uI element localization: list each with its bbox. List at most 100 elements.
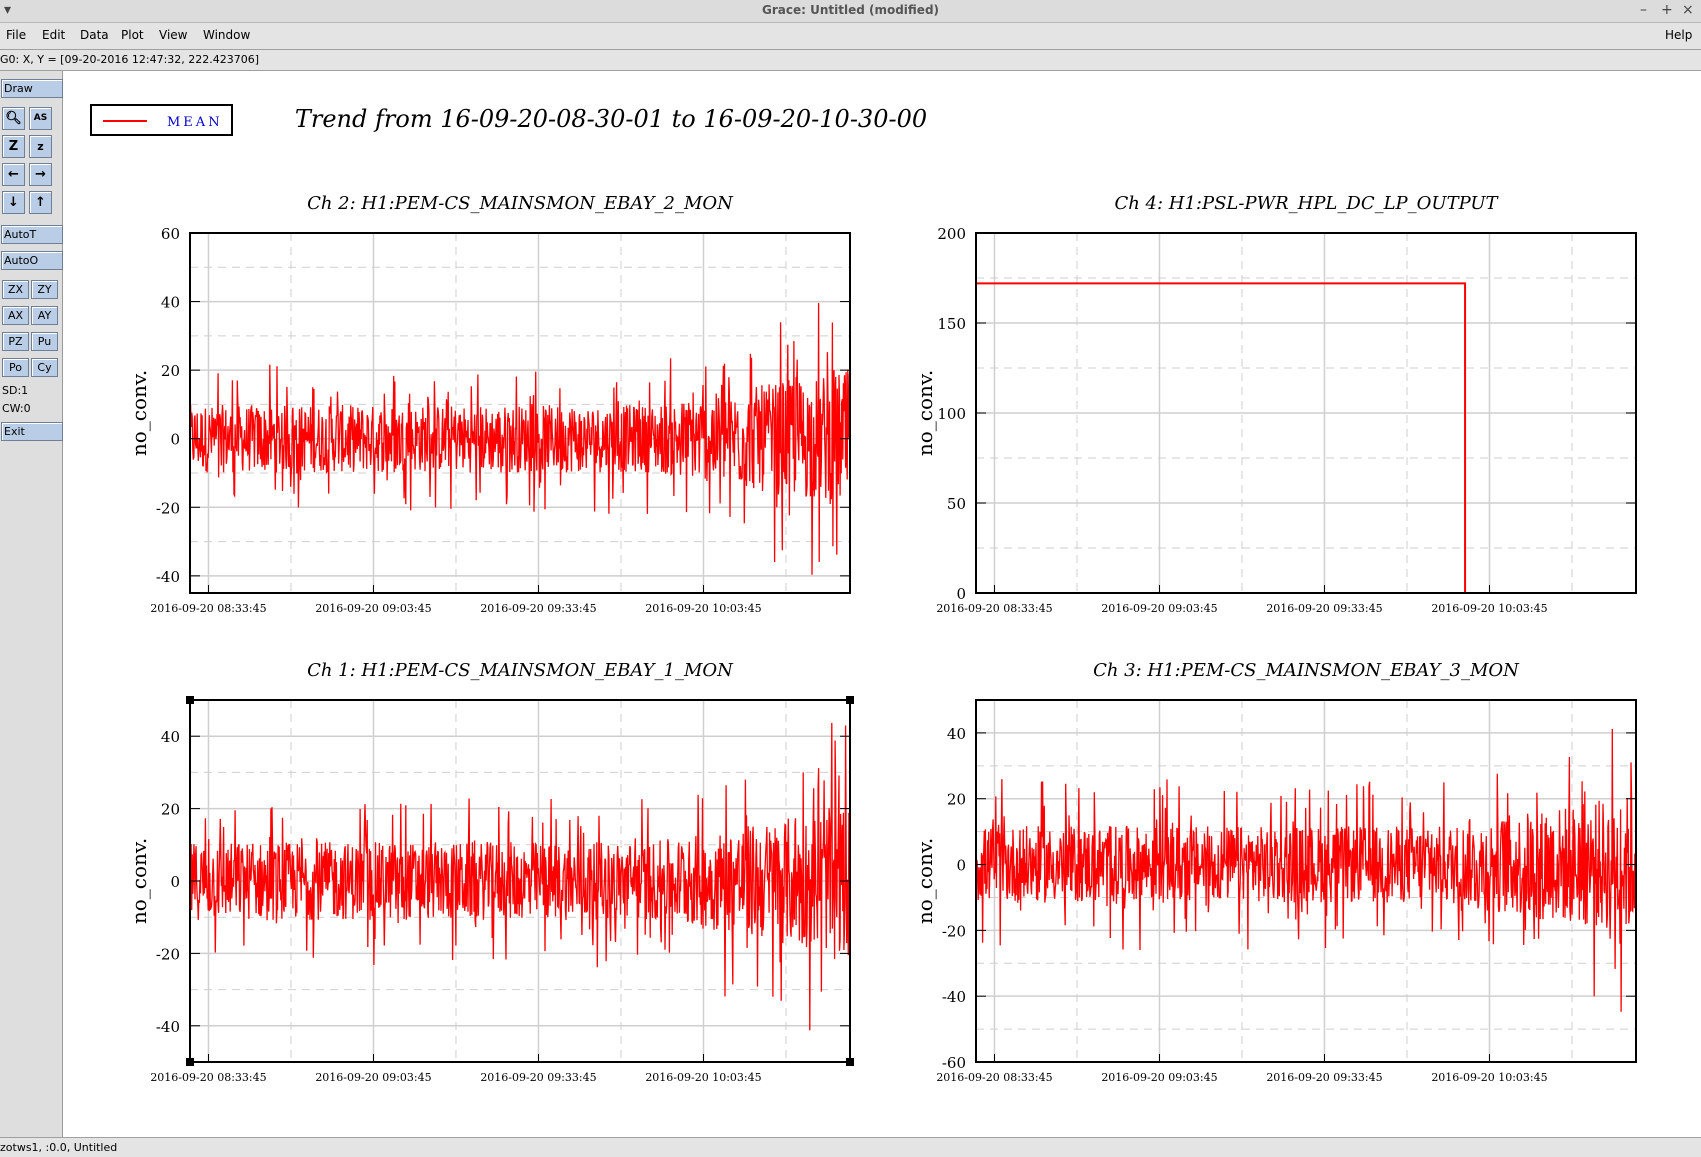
window-titlebar: ▾ Grace: Untitled (modified) – + × <box>0 0 1701 23</box>
status-bar: zotws1, :0.0, Untitled <box>0 1137 1701 1157</box>
y-axis-label: no_conv. <box>127 838 151 924</box>
y-tick-label: 100 <box>937 405 966 423</box>
y-tick-label: 0 <box>170 873 180 891</box>
x-tick-label: 2016-09-20 08:33:45 <box>936 602 1052 615</box>
chart-title: Ch 3: H1:PEM-CS_MAINSMON_EBAY_3_MON <box>1093 660 1520 681</box>
chart-title: Ch 4: H1:PSL-PWR_HPL_DC_LP_OUTPUT <box>1114 193 1499 214</box>
series-line-mean <box>975 728 1637 1012</box>
current-world-label: CW:0 <box>2 402 31 415</box>
x-tick-label: 2016-09-20 10:03:45 <box>645 602 761 615</box>
ax-button[interactable]: AX <box>2 306 29 325</box>
autoo-button[interactable]: AutoO <box>1 251 63 270</box>
menu-edit[interactable]: Edit <box>42 28 66 42</box>
y-tick-label: -60 <box>942 1054 966 1072</box>
y-tick-label: -40 <box>942 988 966 1006</box>
y-tick-label: 150 <box>937 315 966 333</box>
x-tick-label: 2016-09-20 09:03:45 <box>315 602 431 615</box>
chart-1[interactable]: 60 40 20 0 -20 -40 2016-09-20 08:33:45 2016-09-… <box>127 193 851 615</box>
x-tick-label: 2016-09-20 08:33:45 <box>936 1071 1052 1084</box>
y-tick-label: 60 <box>161 225 180 243</box>
y-tick-label: -40 <box>156 1018 180 1036</box>
menu-plot[interactable]: Plot <box>121 28 144 42</box>
y-tick-label: 0 <box>170 431 180 449</box>
window-menu-icon[interactable]: ▾ <box>4 2 12 18</box>
autot-button[interactable]: AutoT <box>1 225 63 244</box>
chart-3[interactable]: 40 20 0 -20 -40 2016-09-20 08:33:45 2016-09-20… <box>127 660 851 1084</box>
y-tick-label: 0 <box>956 857 966 875</box>
x-tick-label: 2016-09-20 09:03:45 <box>315 1071 431 1084</box>
menu-help[interactable]: Help <box>1665 28 1693 42</box>
chart-title: Ch 1: H1:PEM-CS_MAINSMON_EBAY_1_MON <box>307 660 734 681</box>
x-tick-label: 2016-09-20 10:03:45 <box>1431 602 1547 615</box>
menu-file[interactable]: File <box>6 28 27 42</box>
y-axis-label: no_conv. <box>127 370 151 456</box>
legend[interactable]: MEAN <box>90 104 233 136</box>
cy-button[interactable]: Cy <box>31 358 58 377</box>
menu-data[interactable]: Data <box>80 28 109 42</box>
x-tick-label: 2016-09-20 09:03:45 <box>1101 1071 1217 1084</box>
x-tick-label: 2016-09-20 09:33:45 <box>480 602 596 615</box>
arrow-up-icon[interactable]: ↑ <box>29 191 52 214</box>
y-axis-label: no_conv. <box>913 370 937 456</box>
x-tick-label: 2016-09-20 09:03:45 <box>1101 602 1217 615</box>
maximize-icon[interactable]: + <box>1661 2 1673 18</box>
y-tick-label: 20 <box>947 791 966 809</box>
series-line-mean <box>189 722 851 1031</box>
x-tick-label: 2016-09-20 09:33:45 <box>1266 1071 1382 1084</box>
arrow-left-icon[interactable]: ← <box>2 163 25 186</box>
plot-frame <box>975 699 1637 1063</box>
main-title: Trend from 16-09-20-08-30-01 to 16-09-20… <box>295 105 927 133</box>
x-tick-label: 2016-09-20 09:33:45 <box>1266 602 1382 615</box>
po-button[interactable]: Po <box>2 358 29 377</box>
zoom-in-icon[interactable]: Z <box>2 135 25 158</box>
pu-button[interactable]: Pu <box>31 332 58 351</box>
x-tick-label: 2016-09-20 08:33:45 <box>150 602 266 615</box>
minimize-icon[interactable]: – <box>1640 2 1647 18</box>
menubar: File Edit Data Plot View Window Help <box>0 23 1701 50</box>
y-axis-label: no_conv. <box>913 838 937 924</box>
menu-view[interactable]: View <box>159 28 188 42</box>
y-tick-label: -40 <box>156 568 180 586</box>
ay-button[interactable]: AY <box>31 306 58 325</box>
selection-handle[interactable] <box>186 696 194 704</box>
set-depth-label: SD:1 <box>2 384 29 397</box>
arrow-down-icon[interactable]: ↓ <box>2 191 25 214</box>
zoom-out-icon[interactable]: z <box>29 135 52 158</box>
y-tick-label: -20 <box>156 945 180 963</box>
zy-button[interactable]: ZY <box>31 280 58 299</box>
x-tick-label: 2016-09-20 10:03:45 <box>1431 1071 1547 1084</box>
chart-title: Ch 2: H1:PEM-CS_MAINSMON_EBAY_2_MON <box>307 193 734 214</box>
zx-button[interactable]: ZX <box>2 280 29 299</box>
x-tick-label: 2016-09-20 10:03:45 <box>645 1071 761 1084</box>
close-icon[interactable]: × <box>1682 2 1694 18</box>
pz-button[interactable]: PZ <box>2 332 29 351</box>
arrow-right-icon[interactable]: → <box>29 163 52 186</box>
plot-frame <box>189 232 851 594</box>
y-tick-label: 40 <box>947 725 966 743</box>
x-tick-label: 2016-09-20 08:33:45 <box>150 1071 266 1084</box>
selection-handle[interactable] <box>846 696 854 704</box>
selection-handle[interactable] <box>846 1058 854 1066</box>
y-tick-label: 20 <box>161 801 180 819</box>
series-line-mean <box>189 302 851 575</box>
locator-readout: G0: X, Y = [09-20-2016 12:47:32, 222.423… <box>0 50 1701 71</box>
window-title: Grace: Untitled (modified) <box>761 3 940 17</box>
zoom-icon[interactable]: 🔍︎ <box>2 107 25 130</box>
exit-button[interactable]: Exit <box>1 422 63 441</box>
plot-canvas[interactable]: MEAN Trend from 16-09-20-08-30-01 to 16-… <box>63 71 1701 1137</box>
x-tick-label: 2016-09-20 09:33:45 <box>480 1071 596 1084</box>
y-tick-label: 0 <box>956 585 966 603</box>
y-tick-label: 50 <box>947 495 966 513</box>
y-tick-label: 200 <box>937 225 966 243</box>
plot-svg[interactable]: MEAN Trend from 16-09-20-08-30-01 to 16-… <box>63 71 1701 1137</box>
y-tick-label: -20 <box>942 922 966 940</box>
menu-window[interactable]: Window <box>203 28 251 42</box>
draw-button[interactable]: Draw <box>1 79 63 98</box>
autoscale-icon[interactable]: AS <box>29 107 52 130</box>
plot-area[interactable] <box>190 233 850 593</box>
left-toolbar: Draw 🔍︎ AS Z z ← → ↓ ↑ AutoT AutoO ZX ZY… <box>0 71 63 1137</box>
y-tick-label: 20 <box>161 362 180 380</box>
selection-handle[interactable] <box>186 1058 194 1066</box>
